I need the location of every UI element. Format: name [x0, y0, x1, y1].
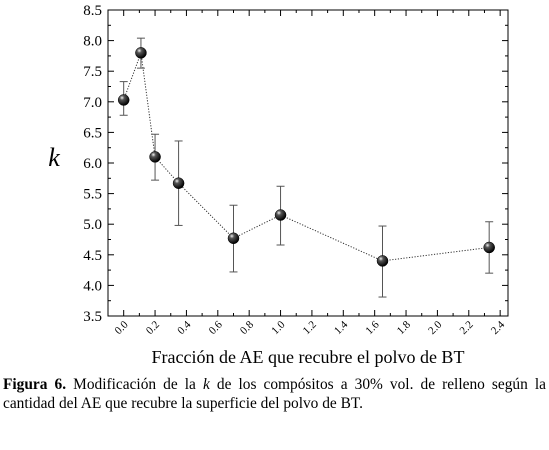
x-tick-label: 0.8	[238, 318, 257, 337]
x-tick-label: 2.4	[489, 318, 508, 337]
y-tick-label: 8.0	[83, 34, 102, 50]
y-tick-label: 8.5	[83, 3, 102, 19]
y-tick-label: 6.0	[83, 156, 102, 172]
x-axis-title: Fracción de AE que recubre el polvo de B…	[152, 347, 465, 367]
x-tick-label: 1.2	[301, 319, 319, 337]
data-point	[117, 94, 130, 106]
y-tick-label: 4.5	[83, 248, 102, 264]
y-tick-label: 6.5	[83, 125, 102, 141]
data-point	[135, 47, 147, 59]
y-tick-label: 4.0	[83, 278, 102, 294]
x-tick-label: 0.2	[144, 319, 162, 337]
figure-caption: Figura 6. Modificación de la k de los co…	[3, 375, 546, 413]
x-tick-label: 2.2	[458, 319, 476, 337]
x-tick-label: 0.4	[175, 318, 194, 337]
data-point	[149, 151, 161, 163]
chart: 3.5 4.0 4.5 5.0 5.5 6.0 6.5 7.0 7.5 8.0 8.5 0.0 0.2…	[48, 3, 509, 367]
data-point	[172, 177, 185, 189]
data-point	[376, 255, 389, 267]
caption-text-2: de los compósitos a 30% vol. de relleno …	[3, 376, 547, 412]
y-tick-label: 5.0	[83, 217, 102, 233]
y-tick-label: 7.0	[83, 95, 102, 111]
data-point	[227, 232, 240, 245]
x-tick-label: 0.6	[207, 318, 226, 337]
x-tick-label: 1.0	[269, 318, 288, 337]
y-tick-label: 5.5	[83, 187, 102, 203]
y-axis-title: k	[48, 143, 60, 172]
caption-label: Figura 6.	[3, 376, 67, 393]
y-tick-label: 7.5	[83, 64, 102, 80]
x-tick-label: 1.6	[363, 318, 382, 337]
x-tick-label: 1.8	[395, 318, 414, 337]
x-tick-label: 0.0	[112, 318, 131, 337]
caption-text-1: Modificación de la	[66, 376, 203, 393]
x-axis-ticks: 0.0 0.2 0.4 0.6 0.8 1.0 1.2 1.4 1.6 1.8 2.0 2.2 2.4	[112, 10, 507, 337]
data-series	[117, 37, 495, 298]
plot-frame	[107, 9, 509, 317]
data-point	[483, 241, 495, 254]
x-tick-label: 2.0	[426, 318, 445, 337]
y-tick-label: 3.5	[83, 309, 102, 325]
y-axis-ticks: 3.5 4.0 4.5 5.0 5.5 6.0 6.5 7.0 7.5 8.0 8.5	[83, 3, 508, 325]
caption-italic: k	[202, 376, 210, 393]
series-line	[123, 52, 490, 262]
x-tick-label: 1.4	[332, 318, 351, 337]
data-point	[274, 209, 287, 221]
